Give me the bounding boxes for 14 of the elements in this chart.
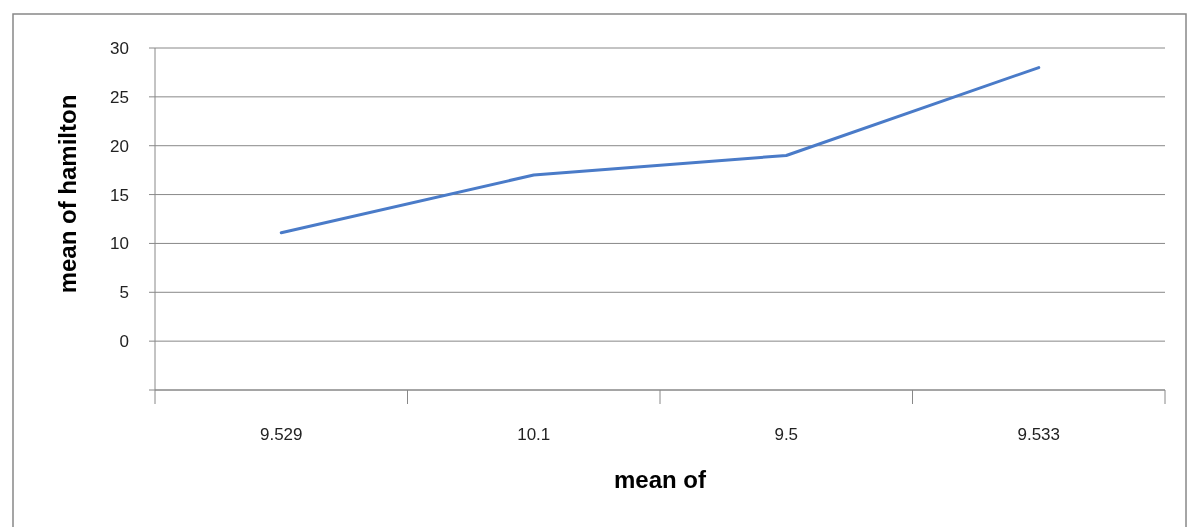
x-tick-label: 9.5 xyxy=(774,425,799,444)
line-series xyxy=(279,66,1041,235)
y-tick-label: 25 xyxy=(110,87,129,107)
x-tick-label: 9.533 xyxy=(1017,425,1061,444)
y-tick-label: 20 xyxy=(110,136,129,156)
y-tick-label: 30 xyxy=(110,38,129,58)
x-tick-label: 9.529 xyxy=(259,425,303,444)
y-tick-label: 15 xyxy=(110,185,129,205)
y-tick-label: 0 xyxy=(119,332,129,352)
x-tick-label: 10.1 xyxy=(517,425,551,444)
x-axis-title: mean of xyxy=(613,466,708,493)
y-tick-label: 10 xyxy=(110,234,129,254)
y-axis-title: mean of hamilton xyxy=(54,94,81,294)
y-tick-label: 5 xyxy=(119,283,129,303)
